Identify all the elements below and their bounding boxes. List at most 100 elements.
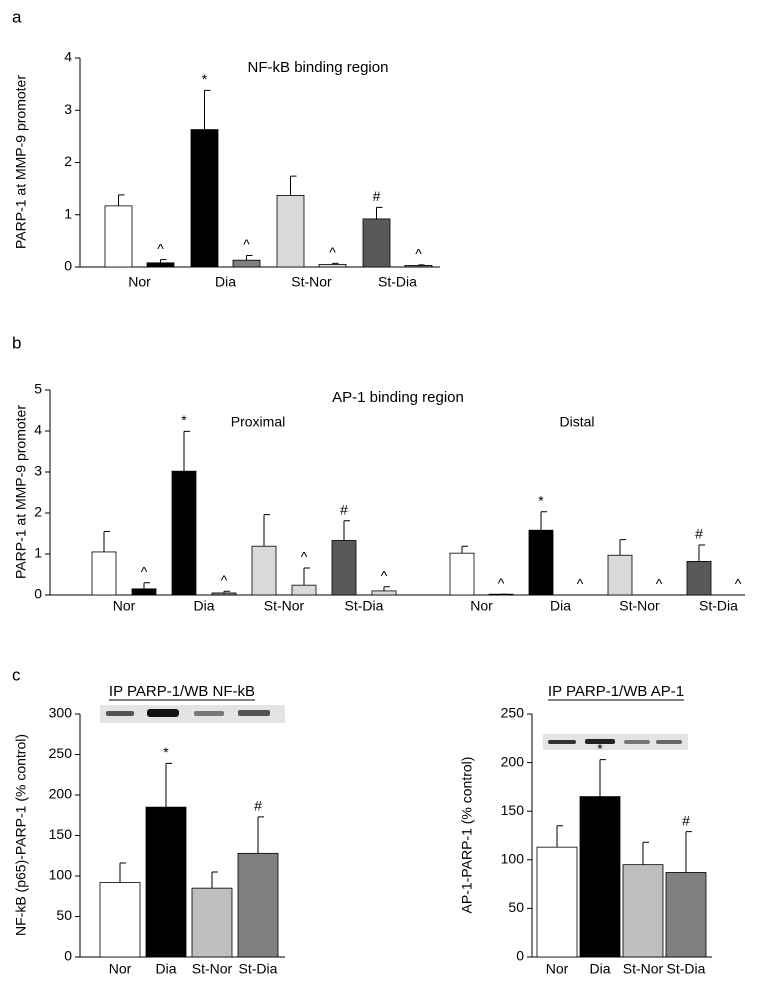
x-tick-label: St-Nor: [291, 274, 332, 290]
error-bar: [143, 582, 150, 589]
y-tick-label: 0: [64, 948, 72, 964]
significance-mark: #: [373, 188, 381, 204]
error-bar: [257, 816, 264, 854]
error-bar: [461, 545, 468, 554]
error-bar: [183, 430, 190, 472]
bar: [536, 846, 578, 958]
y-tick-label: 2: [64, 153, 72, 169]
bar: [607, 554, 633, 596]
x-tick-label: Nor: [128, 274, 151, 290]
significance-mark: ^: [735, 576, 742, 592]
panel-label: a: [12, 7, 22, 26]
y-tick-label: 4: [64, 49, 72, 65]
y-tick-label: 0: [64, 258, 72, 274]
chart-title: NF-kB binding region: [248, 59, 389, 76]
bar: [171, 470, 197, 596]
error-bar: [165, 762, 172, 808]
bar: [104, 205, 133, 268]
significance-mark: ^: [656, 576, 663, 592]
y-tick-label: 2: [34, 504, 42, 520]
blot-left: [100, 705, 285, 723]
error-bar: [540, 511, 547, 531]
bar: [145, 806, 187, 958]
significance-mark: ^: [577, 576, 584, 592]
x-tick-label: St-Dia: [667, 961, 706, 977]
error-bar: [103, 530, 110, 552]
bar: [146, 262, 175, 268]
error-bar: [619, 539, 626, 556]
x-tick-label: St-Dia: [378, 274, 417, 290]
y-tick-label: 50: [56, 907, 72, 923]
x-tick-label: Dia: [155, 961, 176, 977]
error-bar: [204, 89, 211, 130]
y-tick-label: 50: [508, 899, 524, 915]
significance-mark: *: [163, 744, 169, 760]
error-bar: [211, 871, 218, 889]
section-title: Distal: [559, 414, 594, 430]
y-tick-label: 1: [64, 205, 72, 221]
y-tick-label: 150: [49, 826, 73, 842]
error-bar: [418, 264, 425, 266]
bar: [404, 265, 433, 268]
bar: [331, 540, 357, 596]
y-axis-label: PARP-1 at MMP-9 promoter: [13, 405, 29, 579]
error-bar: [685, 831, 692, 873]
error-bar: [556, 825, 563, 848]
panel-label: b: [12, 333, 21, 352]
significance-mark: ^: [141, 563, 148, 579]
y-tick-label: 300: [49, 705, 73, 721]
y-tick-label: 5: [34, 381, 42, 397]
error-bar: [263, 514, 270, 547]
error-bar: [223, 590, 230, 593]
bar: [528, 529, 554, 596]
significance-mark: #: [254, 798, 262, 814]
significance-mark: #: [695, 526, 703, 542]
bar: [686, 560, 712, 596]
y-tick-label: 150: [501, 802, 525, 818]
error-bar: [246, 255, 253, 261]
significance-mark: ^: [498, 575, 505, 591]
bar: [211, 592, 237, 596]
significance-mark: #: [682, 812, 690, 828]
x-tick-label: St-Dia: [699, 598, 738, 614]
significance-mark: *: [202, 71, 208, 87]
x-tick-label: Dia: [193, 598, 214, 614]
x-tick-label: St-Nor: [623, 961, 664, 977]
significance-mark: ^: [415, 246, 422, 262]
error-bar: [119, 862, 126, 883]
bar: [622, 864, 664, 958]
bar: [276, 195, 305, 268]
significance-mark: ^: [157, 240, 164, 256]
chart-title: IP PARP-1/WB AP-1: [548, 683, 684, 700]
bar: [449, 552, 475, 596]
y-tick-label: 200: [501, 753, 525, 769]
y-tick-label: 100: [49, 867, 73, 883]
significance-mark: *: [538, 492, 544, 508]
y-tick-label: 100: [501, 851, 525, 867]
x-tick-label: Nor: [113, 598, 136, 614]
y-tick-label: 3: [64, 101, 72, 117]
error-bar: [332, 262, 339, 265]
significance-mark: ^: [221, 572, 228, 588]
significance-mark: #: [340, 501, 348, 517]
section-title: Proximal: [231, 414, 285, 430]
bar: [362, 218, 391, 268]
significance-mark: ^: [381, 568, 388, 584]
bar: [237, 852, 279, 958]
bar: [371, 590, 397, 596]
bar: [251, 545, 277, 596]
error-bar: [290, 175, 297, 196]
y-tick-label: 250: [501, 705, 525, 721]
x-tick-label: St-Dia: [345, 598, 384, 614]
bar: [665, 872, 707, 958]
y-axis-label: NF-kB (p65)-PARP-1 (% control): [13, 734, 29, 936]
error-bar: [303, 567, 310, 586]
error-bar: [343, 520, 350, 541]
x-tick-label: Dia: [550, 598, 571, 614]
significance-mark: ^: [329, 244, 336, 260]
error-bar: [160, 259, 167, 263]
blot-right: [543, 734, 688, 750]
bar: [318, 263, 347, 268]
significance-mark: *: [181, 412, 187, 428]
